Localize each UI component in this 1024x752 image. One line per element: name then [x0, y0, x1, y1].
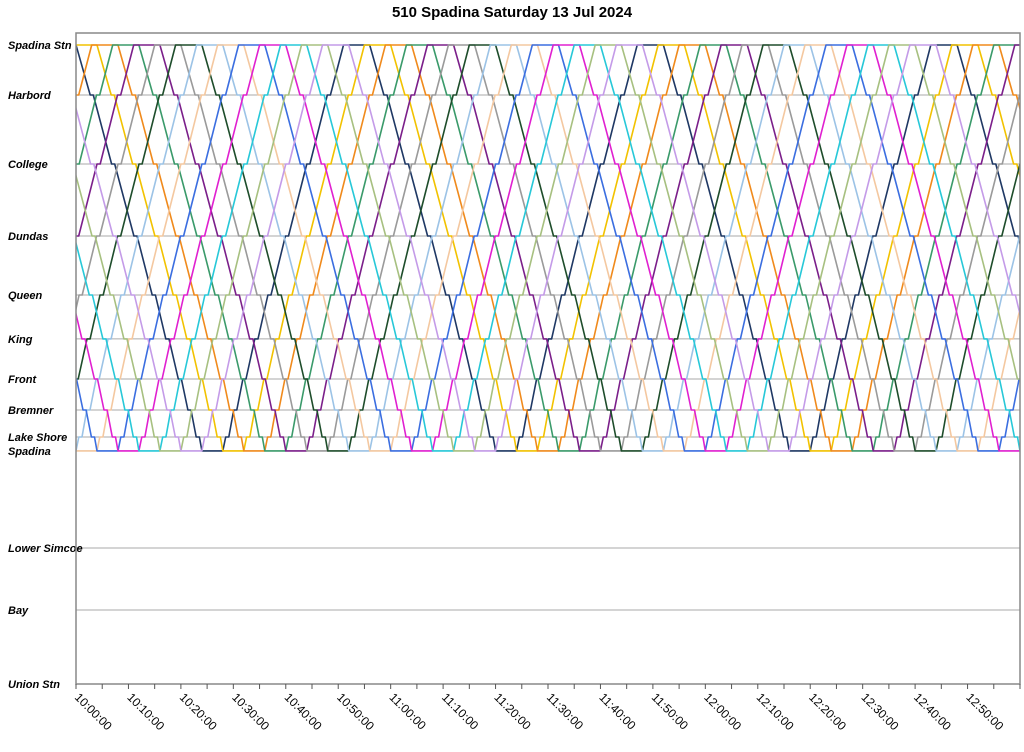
chart-title: 510 Spadina Saturday 13 Jul 2024	[392, 4, 633, 21]
vehicle-lines	[76, 44, 1020, 452]
x-tick-label: 10:50:00	[334, 690, 377, 733]
vehicle-line-7	[76, 44, 1020, 452]
x-tick-label: 12:00:00	[701, 690, 744, 733]
y-tick-label: Bremner	[8, 405, 54, 417]
vehicle-line-13	[76, 44, 1020, 452]
x-tick-label: 12:50:00	[963, 690, 1006, 733]
x-tick-label: 11:00:00	[387, 690, 430, 733]
vehicle-line-9	[76, 44, 1020, 452]
x-axis: 10:00:00 10:10:00 10:20:00 10:30:00 10:40:00…	[72, 684, 1021, 733]
x-tick-label: 10:40:00	[282, 690, 325, 733]
y-tick-label: Lake Shore	[8, 432, 67, 444]
y-axis-labels: Spadina Stn Harbord College Dundas Queen King…	[8, 40, 83, 691]
vehicle-line-1	[76, 44, 1020, 452]
vehicle-line-2	[76, 44, 1020, 452]
x-tick-label: 10:10:00	[124, 690, 167, 733]
y-tick-label: Dundas	[8, 231, 48, 243]
y-tick-label: Front	[8, 374, 37, 386]
y-tick-label: College	[8, 159, 48, 171]
x-tick-label: 12:40:00	[911, 690, 954, 733]
y-tick-label: Bay	[8, 605, 29, 617]
x-tick-label: 10:30:00	[229, 690, 272, 733]
y-tick-label: Spadina	[8, 446, 51, 458]
x-tick-label: 10:00:00	[72, 690, 115, 733]
y-tick-label: King	[8, 334, 33, 346]
y-tick-label: Spadina Stn	[8, 40, 72, 52]
vehicle-line-6	[76, 44, 1020, 452]
y-tick-label: Lower Simcoe	[8, 543, 83, 555]
vehicle-line-3	[76, 44, 1020, 452]
x-tick-label: 11:10:00	[439, 690, 482, 733]
x-tick-label: 11:30:00	[544, 690, 587, 733]
vehicle-line-0	[76, 44, 1020, 452]
vehicle-line-5	[76, 44, 1020, 452]
x-tick-label: 12:30:00	[859, 690, 902, 733]
vehicle-line-8	[76, 44, 1020, 452]
y-tick-label: Harbord	[8, 90, 51, 102]
x-tick-label: 11:40:00	[596, 690, 639, 733]
vehicle-line-12	[76, 44, 1020, 452]
x-tick-label: 11:20:00	[491, 690, 534, 733]
x-tick-label: 12:10:00	[754, 690, 797, 733]
x-tick-label: 12:20:00	[806, 690, 849, 733]
y-tick-label: Queen	[8, 290, 43, 302]
vehicle-line-10	[76, 44, 1020, 452]
x-tick-label: 11:50:00	[649, 690, 692, 733]
x-tick-label: 10:20:00	[177, 690, 220, 733]
y-tick-label: Union Stn	[8, 679, 60, 691]
